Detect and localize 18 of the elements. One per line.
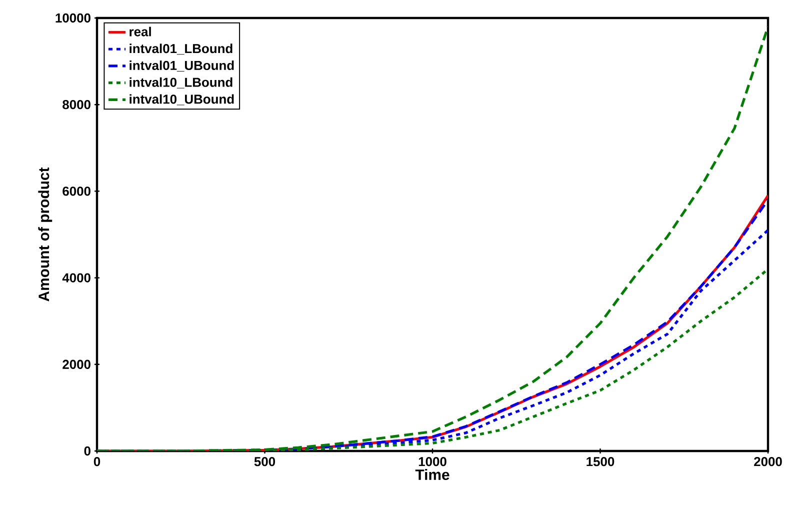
legend-label: intval01_UBound bbox=[130, 60, 234, 72]
legend-label: intval10_LBound bbox=[130, 77, 232, 88]
legend-label: intval01_LBound bbox=[130, 44, 232, 55]
x-tick-label: 500 bbox=[254, 457, 276, 466]
x-tick-label: 1500 bbox=[586, 457, 614, 466]
y-tick-label: 0 bbox=[84, 446, 90, 456]
x-tick-label: 1000 bbox=[418, 457, 446, 466]
legend-label: real bbox=[130, 26, 151, 36]
x-tick-label: 2000 bbox=[754, 457, 782, 466]
x-tick-label: 0 bbox=[94, 457, 100, 466]
y-tick-label: 4000 bbox=[62, 273, 90, 282]
y-axis-title: Amount of product bbox=[38, 167, 52, 302]
y-tick-label: 8000 bbox=[62, 100, 90, 110]
y-tick-label: 10000 bbox=[56, 13, 90, 23]
legend-label: intval10_UBound bbox=[130, 94, 234, 106]
x-axis-title: Time bbox=[415, 469, 450, 480]
y-tick-label: 6000 bbox=[62, 186, 90, 196]
y-tick-label: 2000 bbox=[62, 360, 90, 369]
